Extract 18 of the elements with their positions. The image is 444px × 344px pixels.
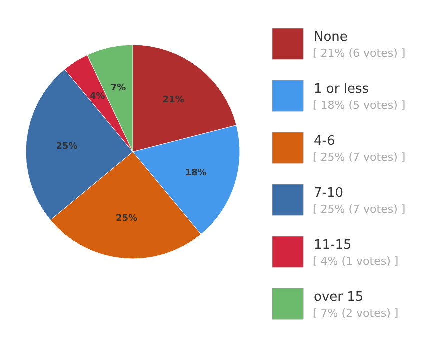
text: [ 21% (6 votes) ] [313, 47, 406, 60]
legend-label: 4-6 [314, 134, 336, 149]
text: [ 4% (1 votes) ] [313, 255, 399, 268]
legend-label: None [314, 30, 348, 45]
text: [ 7% (2 votes) ] [313, 307, 399, 320]
data-label: 4% [90, 92, 106, 102]
text: [ 25% (7 votes) ] [313, 151, 406, 164]
text: [ 18% (5 votes) ] [313, 99, 406, 112]
data-label: 18% [185, 168, 207, 178]
data-label: 25% [116, 214, 138, 224]
legend-label: 11-15 [314, 238, 352, 253]
text: [ 25% (7 votes) ] [313, 203, 406, 216]
legend-label: over 15 [314, 290, 364, 305]
legend-label: 7-10 [314, 186, 344, 201]
data-label: 25% [56, 142, 78, 152]
data-label: 7% [110, 83, 126, 94]
data-label: 21% [162, 96, 184, 106]
legend-label: 1 or less [314, 82, 370, 97]
